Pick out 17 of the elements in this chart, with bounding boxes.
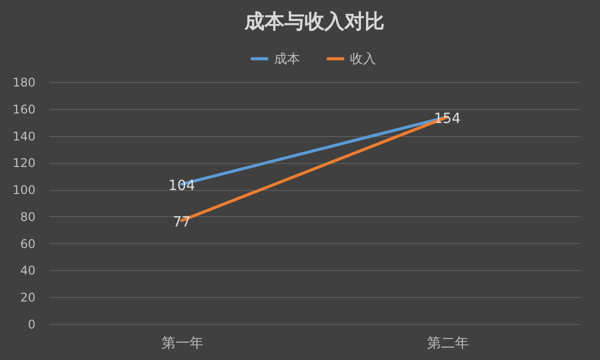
chart-title: 成本与收入对比 bbox=[244, 9, 384, 33]
data-label: 104 bbox=[168, 178, 196, 194]
y-tick-label: 40 bbox=[20, 264, 36, 278]
y-tick-label: 60 bbox=[20, 236, 36, 251]
y-tick-label: 180 bbox=[12, 76, 36, 90]
y-tick-label: 0 bbox=[28, 318, 36, 332]
y-tick-label: 100 bbox=[12, 183, 36, 198]
y-tick-label: 120 bbox=[12, 156, 36, 170]
data-label: 77 bbox=[172, 214, 191, 230]
y-tick-label: 140 bbox=[12, 129, 36, 144]
y-tick-label: 160 bbox=[12, 102, 36, 116]
legend-label: 收入 bbox=[350, 52, 376, 67]
y-tick-label: 20 bbox=[20, 290, 36, 305]
x-tick-label: 第二年 bbox=[426, 336, 469, 352]
y-tick-label: 80 bbox=[20, 210, 36, 224]
legend-label: 成本 bbox=[274, 52, 300, 67]
x-tick-label: 第一年 bbox=[161, 336, 204, 352]
